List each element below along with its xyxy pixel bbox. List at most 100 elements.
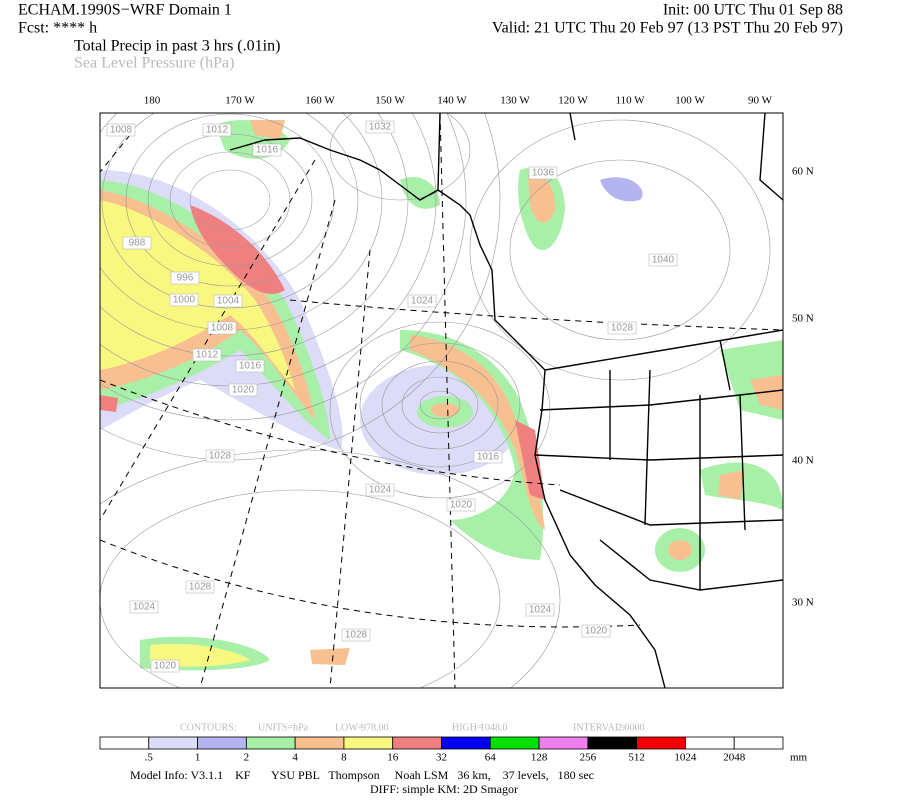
contour-info: UNITS=hPa <box>258 722 309 733</box>
contour-label: 1016 <box>256 145 279 156</box>
contour-label-box <box>341 628 371 642</box>
contour-label: 1028 <box>209 451 232 462</box>
contour-label-box <box>228 383 258 397</box>
contour-label-box <box>205 449 235 463</box>
colorbar-swatch <box>245 736 296 750</box>
longitude-label: 110 W <box>615 95 645 107</box>
contour-label-box <box>648 253 678 267</box>
init-time: Init: 00 UTC Thu 01 Sep 88 <box>663 2 843 19</box>
colorbar-label: 2 <box>244 752 250 764</box>
contour-info: HIGH= <box>452 722 483 733</box>
colorbar-label: 128 <box>531 752 548 764</box>
colorbar-swatch <box>294 736 345 750</box>
colorbar-label: 1024 <box>674 752 697 764</box>
model-info: Model Info: V3.1.1 KF YSU PBL Thompson N… <box>130 768 594 782</box>
contour-label: 1024 <box>411 296 434 307</box>
colorbar-swatch <box>636 736 686 750</box>
contour-label: 988 <box>129 238 146 249</box>
contour-labels: 1008 1012 1016 1032 1036 988 996 1000 1004 1008 10… <box>106 120 678 673</box>
contour-label: 1024 <box>133 602 156 613</box>
contour-label: 1016 <box>239 361 262 372</box>
contour-label-box <box>169 293 199 307</box>
contour-label-box <box>473 450 503 464</box>
contour-label: 1008 <box>110 125 133 136</box>
field-secondary: Sea Level Pressure (hPa) <box>74 55 234 72</box>
contour-label: 1020 <box>232 385 255 396</box>
colorbar-swatch <box>197 736 247 750</box>
contour-label-box <box>207 321 237 335</box>
contour-label: 1020 <box>154 661 177 672</box>
contour-label: 1032 <box>369 122 392 133</box>
colorbar-swatch <box>343 736 394 750</box>
contour-label-box <box>170 271 200 285</box>
contour-label-box <box>528 166 558 180</box>
contour-label: 1036 <box>532 168 555 179</box>
contour-label-box <box>202 123 232 137</box>
colorbar-label: 512 <box>628 752 645 764</box>
contour-label: 1012 <box>196 350 219 361</box>
valid-time: Valid: 21 UTC Thu 20 Feb 97 (13 PST Thu … <box>492 20 843 37</box>
diff-info: DIFF: simple KM: 2D Smagor <box>370 782 518 796</box>
contour-label: 1024 <box>369 485 392 496</box>
contour-label: 1028 <box>611 323 634 334</box>
colorbar-swatch <box>99 736 150 750</box>
colorbar-swatch <box>441 736 491 750</box>
colorbar-label: 16 <box>387 752 399 764</box>
contour-label: 1040 <box>652 255 675 266</box>
contour-label: 1020 <box>450 500 473 511</box>
contour-label-box <box>581 624 611 638</box>
colorbar-swatch <box>685 736 735 750</box>
colorbar-label: .5 <box>145 752 154 764</box>
contour-label: 1016 <box>477 452 500 463</box>
colorbar-swatch <box>587 736 638 750</box>
longitude-label: 90 W <box>748 95 773 107</box>
colorbar-swatch <box>148 736 198 750</box>
colorbar-swatch <box>392 736 442 750</box>
map-frame <box>99 112 784 689</box>
colorbar-label: 2048 <box>723 752 746 764</box>
contour-label-box <box>150 659 180 673</box>
contour-label-box <box>446 498 476 512</box>
colorbar-swatch <box>489 736 540 750</box>
contour-label-box <box>185 580 215 594</box>
contour-label-box <box>129 600 159 614</box>
contour-label: 1020 <box>585 626 608 637</box>
contour-info: 1048.0 <box>480 722 508 733</box>
contour-info: INTERVAL= <box>573 722 627 733</box>
contour-label-box <box>192 348 222 362</box>
forecast-hour: Fcst: **** h <box>18 20 97 37</box>
latitude-label: 60 N <box>792 166 814 178</box>
contour-label: 1004 <box>217 296 240 307</box>
contour-label-box <box>365 120 395 134</box>
contour-label-box <box>252 143 282 157</box>
contour-label-box <box>607 321 637 335</box>
longitude-label: 100 W <box>675 95 705 107</box>
colorbar-label: 1 <box>195 752 201 764</box>
field-primary: Total Precip in past 3 hrs (.01in) <box>74 38 280 55</box>
colorbar-unit: mm <box>790 752 808 764</box>
latitude-label: 30 N <box>792 597 814 609</box>
colorbar-label: 4 <box>292 752 298 764</box>
longitude-label: 150 W <box>375 95 405 107</box>
longitude-label: 120 W <box>558 95 588 107</box>
contour-label: 996 <box>177 273 194 284</box>
contour-label: 1028 <box>189 582 212 593</box>
map-field: 1008 1012 1016 1032 1036 988 996 1000 1004 1008 10… <box>100 113 783 688</box>
longitude-label: 170 W <box>225 95 255 107</box>
contour-label-box <box>525 603 555 617</box>
latitude-label: 50 N <box>792 313 814 325</box>
contour-label-box <box>106 123 136 137</box>
longitude-label: 160 W <box>305 95 335 107</box>
contour-label: 1008 <box>211 323 234 334</box>
longitude-label: 140 W <box>437 95 467 107</box>
colorbar-label: 64 <box>485 752 497 764</box>
contour-info: 2.0000 <box>617 722 645 733</box>
contour-label-box <box>365 483 395 497</box>
contour-label-box <box>213 294 243 308</box>
contour-label: 1000 <box>173 295 196 306</box>
colorbar-label: 32 <box>436 752 447 764</box>
longitude-label: 180 <box>144 95 161 107</box>
contour-info: CONTOURS: <box>180 722 237 733</box>
contour-label: 1028 <box>345 630 368 641</box>
